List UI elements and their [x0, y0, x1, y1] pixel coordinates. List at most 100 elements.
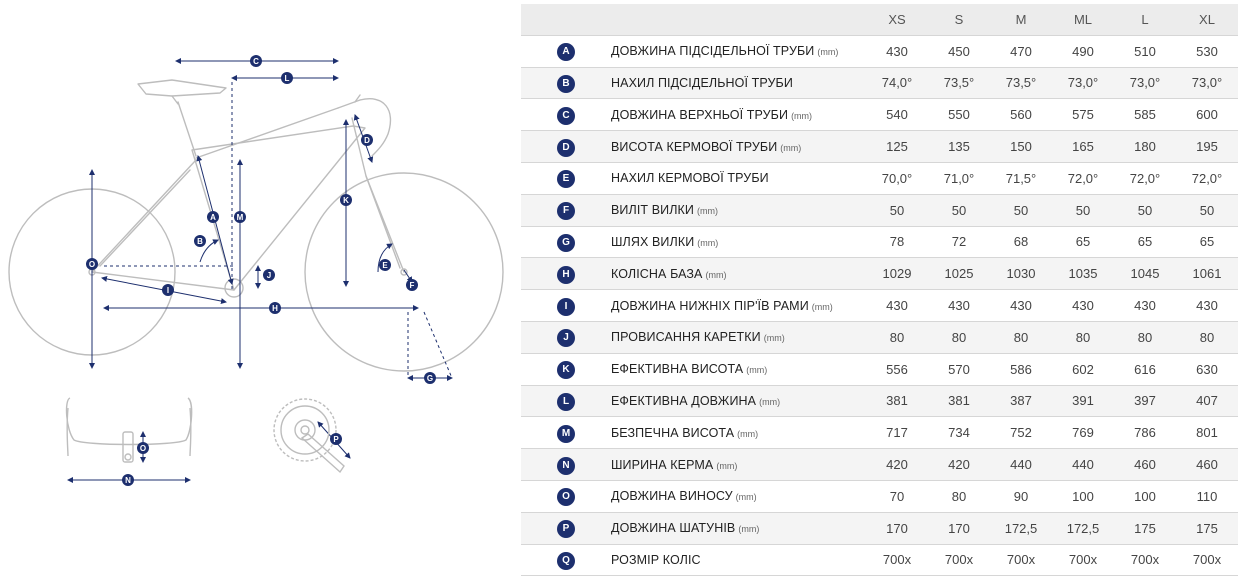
- svg-text:C: C: [253, 57, 259, 66]
- size-value-cell: 540: [866, 98, 928, 132]
- row-badge-cell: F: [521, 194, 611, 227]
- size-value-cell: 430: [1176, 289, 1238, 322]
- row-name-cell: НАХИЛ ПІДСІДЕЛЬНОЇ ТРУБИ: [611, 67, 866, 100]
- svg-text:E: E: [382, 261, 388, 270]
- svg-text:L: L: [285, 74, 290, 83]
- size-value-cell: 381: [866, 385, 928, 418]
- size-value-cell: 440: [990, 448, 1052, 481]
- size-value-cell: 1035: [1052, 257, 1114, 291]
- row-name-cell: ДОВЖИНА ВЕРХНЬОЇ ТРУБИ (mm): [611, 98, 866, 132]
- row-key-badge: Q: [557, 551, 575, 570]
- size-value-cell: 73,0°: [1176, 67, 1238, 100]
- size-value-cell: 430: [928, 289, 990, 322]
- size-value-cell: 72,0°: [1114, 162, 1176, 195]
- diagram-badge-e: E: [379, 259, 391, 271]
- row-name-cell: ВИСОТА КЕРМОВОЇ ТРУБИ (mm): [611, 130, 866, 163]
- measurement-name: ВИЛІТ ВИЛКИ: [611, 203, 694, 218]
- size-value-cell: 430: [1114, 289, 1176, 322]
- size-value-cell: 391: [1052, 385, 1114, 418]
- size-value-cell: 73,5°: [928, 67, 990, 100]
- size-value-cell: 50: [866, 194, 928, 227]
- row-badge-cell: A: [521, 35, 611, 68]
- table-row: O ДОВЖИНА ВИНОСУ (mm) 70 80 90 100 100 110: [521, 480, 1238, 513]
- header-spacer: [521, 4, 611, 36]
- row-key-badge: K: [557, 361, 575, 380]
- measurement-unit: (mm): [716, 460, 738, 471]
- table-row: P ДОВЖИНА ШАТУНІВ (mm) 170 170 172,5 172,5 175 1…: [521, 512, 1238, 545]
- size-value-cell: 630: [1176, 353, 1238, 386]
- row-name-cell: ДОВЖИНА ВИНОСУ (mm): [611, 480, 866, 513]
- size-value-cell: 170: [928, 512, 990, 545]
- measurement-unit: (mm): [697, 206, 718, 217]
- size-value-cell: 460: [1176, 448, 1238, 481]
- size-value-cell: 80: [1176, 321, 1238, 354]
- size-value-cell: 1061: [1176, 257, 1238, 291]
- size-value-cell: 50: [1114, 194, 1176, 227]
- measurement-name: ДОВЖИНА НИЖНІХ ПІР'ЇВ РАМИ: [611, 298, 809, 313]
- size-value-cell: 550: [928, 98, 990, 132]
- row-key-badge: O: [557, 488, 575, 507]
- diagram-badge-k: K: [340, 194, 352, 206]
- size-value-cell: 407: [1176, 385, 1238, 418]
- diagram-badge-n: N: [122, 474, 134, 486]
- svg-text:G: G: [427, 374, 433, 383]
- size-value-cell: 50: [928, 194, 990, 227]
- size-value-cell: 430: [1052, 289, 1114, 322]
- table-row: I ДОВЖИНА НИЖНІХ ПІР'ЇВ РАМИ (mm) 430 430 430…: [521, 289, 1238, 322]
- size-value-cell: 175: [1114, 512, 1176, 545]
- size-value-cell: 556: [866, 353, 928, 386]
- measurement-name: ДОВЖИНА ШАТУНІВ: [611, 521, 736, 536]
- row-key-badge: D: [557, 138, 575, 157]
- size-header: XL: [1176, 4, 1238, 36]
- row-badge-cell: K: [521, 353, 611, 386]
- row-key-badge: B: [557, 74, 575, 93]
- row-badge-cell: N: [521, 448, 611, 481]
- size-value-cell: 50: [1052, 194, 1114, 227]
- svg-text:N: N: [125, 476, 131, 485]
- measurement-name: ДОВЖИНА ВИНОСУ: [611, 489, 733, 504]
- size-value-cell: 420: [928, 448, 990, 481]
- table-header-row: XS S M ML L XL: [521, 4, 1238, 36]
- size-value-cell: 65: [1176, 226, 1238, 259]
- size-value-cell: 68: [990, 226, 1052, 259]
- diagram-badges: C L D K M A B O E J F I H G O N P: [86, 55, 436, 486]
- size-value-cell: 786: [1114, 416, 1176, 450]
- measurement-name: ШЛЯХ ВИЛКИ: [611, 234, 695, 249]
- size-value-cell: 172,5: [990, 512, 1052, 545]
- size-value-cell: 80: [866, 321, 928, 354]
- size-value-cell: 70: [866, 480, 928, 513]
- geometry-table-body: A ДОВЖИНА ПІДСІДЕЛЬНОЇ ТРУБИ (mm) 430 450 470…: [521, 35, 1238, 576]
- row-key-badge: I: [557, 297, 575, 316]
- size-value-cell: 570: [928, 353, 990, 386]
- row-badge-cell: D: [521, 130, 611, 163]
- size-value-cell: 135: [928, 130, 990, 163]
- size-value-cell: 72,0°: [1176, 162, 1238, 195]
- size-value-cell: 80: [990, 321, 1052, 354]
- svg-text:F: F: [410, 281, 415, 290]
- size-value-cell: 430: [866, 289, 928, 322]
- row-key-badge: G: [557, 233, 575, 252]
- table-row: A ДОВЖИНА ПІДСІДЕЛЬНОЇ ТРУБИ (mm) 430 450 470…: [521, 35, 1238, 68]
- size-value-cell: 440: [1052, 448, 1114, 481]
- row-name-cell: БЕЗПЕЧНА ВИСОТА (mm): [611, 416, 866, 450]
- size-value-cell: 172,5: [1052, 512, 1114, 545]
- size-value-cell: 100: [1114, 480, 1176, 513]
- table-row: M БЕЗПЕЧНА ВИСОТА (mm) 717 734 752 769 786 801: [521, 416, 1238, 450]
- size-value-cell: 734: [928, 416, 990, 450]
- row-badge-cell: C: [521, 98, 611, 132]
- row-name-cell: НАХИЛ КЕРМОВОЇ ТРУБИ: [611, 162, 866, 195]
- size-value-cell: 73,0°: [1052, 67, 1114, 100]
- diagram-badge-d: D: [361, 134, 373, 146]
- row-key-badge: L: [557, 392, 575, 411]
- size-header: L: [1114, 4, 1176, 36]
- row-name-cell: КОЛІСНА БАЗА (mm): [611, 257, 866, 291]
- table-row: E НАХИЛ КЕРМОВОЇ ТРУБИ 70,0° 71,0° 71,5° 72,0…: [521, 162, 1238, 195]
- svg-text:J: J: [267, 271, 271, 280]
- size-value-cell: 65: [1052, 226, 1114, 259]
- size-value-cell: 72,0°: [1052, 162, 1114, 195]
- svg-text:A: A: [210, 213, 216, 222]
- measurement-unit: (mm): [697, 237, 719, 248]
- svg-text:O: O: [89, 260, 95, 269]
- size-value-cell: 700x: [1114, 544, 1176, 576]
- row-badge-cell: L: [521, 385, 611, 418]
